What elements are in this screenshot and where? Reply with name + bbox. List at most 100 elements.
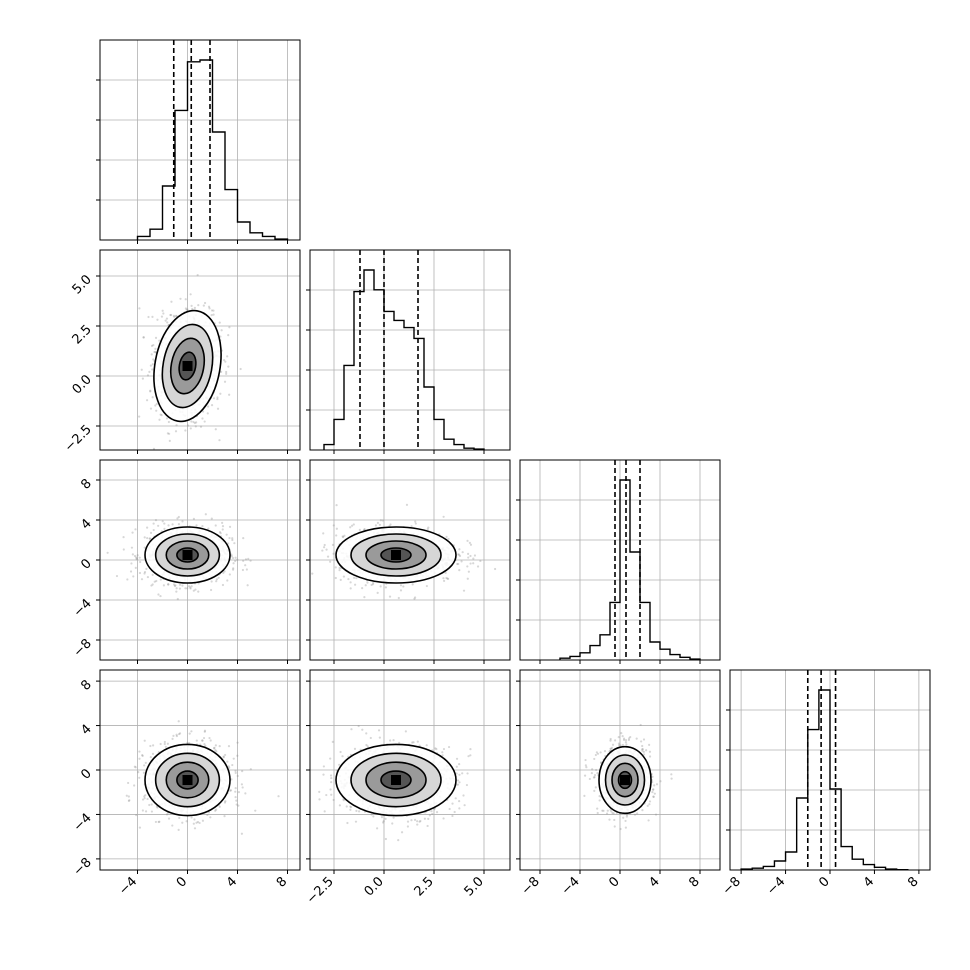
scatter-point bbox=[423, 817, 426, 820]
scatter-point bbox=[150, 803, 153, 806]
scatter-point bbox=[166, 321, 169, 324]
scatter-point bbox=[613, 825, 616, 828]
scatter-point bbox=[140, 578, 144, 581]
scatter-point bbox=[131, 553, 134, 556]
scatter-point bbox=[456, 779, 460, 782]
scatter-point bbox=[218, 745, 221, 748]
y-tick-label: 0 bbox=[78, 556, 94, 572]
scatter-point bbox=[466, 577, 469, 580]
scatter-point bbox=[150, 584, 153, 587]
scatter-point bbox=[247, 557, 250, 560]
scatter-point bbox=[398, 741, 401, 744]
scatter-point bbox=[135, 556, 138, 559]
y-tick-label: 8 bbox=[78, 476, 94, 492]
scatter-point bbox=[143, 546, 146, 549]
scatter-point bbox=[414, 522, 417, 525]
scatter-point bbox=[231, 538, 234, 542]
scatter-point bbox=[329, 788, 332, 791]
scatter-point bbox=[345, 805, 348, 808]
scatter-point bbox=[133, 784, 136, 787]
scatter-point bbox=[232, 757, 235, 760]
scatter-point bbox=[149, 744, 152, 748]
scatter-point bbox=[389, 523, 392, 526]
x-tick-label: 8 bbox=[274, 874, 290, 890]
scatter-point bbox=[177, 732, 181, 736]
scatter-point bbox=[624, 819, 627, 823]
density-peak bbox=[182, 361, 193, 371]
scatter-point bbox=[592, 776, 596, 779]
scatter-point bbox=[226, 579, 229, 582]
hist-panel-2 bbox=[516, 459, 721, 664]
scatter-point bbox=[434, 747, 437, 750]
scatter-point bbox=[195, 739, 198, 742]
scatter-point bbox=[208, 451, 210, 453]
scatter-point bbox=[175, 734, 178, 738]
scatter-point bbox=[219, 392, 222, 395]
scatter-point bbox=[158, 339, 161, 342]
y-tick-label: −4 bbox=[71, 596, 95, 620]
scatter-point bbox=[184, 307, 188, 310]
scatter-point bbox=[228, 525, 232, 528]
scatter-point bbox=[133, 765, 136, 768]
scatter-point bbox=[325, 793, 328, 797]
scatter-point bbox=[338, 566, 341, 570]
contour-ring bbox=[350, 533, 442, 577]
scatter-point bbox=[195, 524, 198, 527]
scatter-point bbox=[458, 554, 462, 558]
scatter-point bbox=[463, 804, 466, 807]
scatter-point bbox=[227, 365, 230, 368]
scatter-point bbox=[152, 522, 155, 525]
scatter-point bbox=[163, 740, 166, 744]
scatter-point bbox=[141, 754, 144, 757]
scatter-point bbox=[435, 811, 439, 814]
scatter-point bbox=[212, 309, 215, 312]
scatter-point bbox=[181, 520, 184, 523]
scatter-point bbox=[335, 527, 338, 530]
scatter-point bbox=[413, 818, 417, 821]
scatter-point bbox=[175, 424, 178, 427]
scatter-point bbox=[379, 585, 382, 588]
scatter-point bbox=[203, 730, 206, 733]
scatter-point bbox=[202, 304, 205, 307]
scatter-point bbox=[469, 554, 472, 558]
scatter-point bbox=[166, 432, 169, 435]
scatter-point bbox=[454, 797, 457, 800]
scatter-point bbox=[167, 582, 170, 586]
scatter-point bbox=[129, 570, 133, 573]
scatter-point bbox=[378, 736, 381, 739]
scatter-point bbox=[236, 741, 239, 744]
scatter-point bbox=[376, 521, 380, 524]
scatter-point bbox=[192, 589, 195, 592]
scatter-point bbox=[174, 584, 177, 587]
scatter-point bbox=[670, 773, 673, 776]
scatter-point bbox=[329, 560, 332, 563]
scatter-point bbox=[168, 439, 171, 442]
panel-background bbox=[100, 40, 300, 240]
y-tick-label: −8 bbox=[71, 636, 95, 660]
scatter-point bbox=[240, 783, 244, 786]
y-tick-label: 4 bbox=[78, 722, 94, 738]
scatter-point bbox=[193, 827, 197, 830]
scatter-point bbox=[218, 321, 221, 324]
scatter-point bbox=[241, 568, 245, 572]
scatter-point bbox=[201, 524, 204, 528]
scatter-point bbox=[343, 534, 346, 537]
scatter-point bbox=[446, 577, 449, 580]
scatter-point bbox=[190, 730, 193, 733]
scatter-point bbox=[153, 350, 156, 354]
scatter-point bbox=[195, 821, 198, 824]
scatter-point bbox=[234, 559, 237, 563]
scatter-point bbox=[445, 576, 448, 580]
scatter-point bbox=[225, 372, 228, 375]
scatter-point bbox=[444, 571, 447, 575]
scatter-point bbox=[144, 794, 147, 797]
scatter-point bbox=[455, 757, 459, 760]
scatter-point bbox=[244, 792, 247, 795]
scatter-point bbox=[196, 820, 200, 824]
scatter-point bbox=[227, 765, 230, 768]
scatter-point bbox=[220, 370, 223, 373]
scatter-point bbox=[468, 541, 471, 544]
density-peak bbox=[391, 550, 401, 560]
scatter-point bbox=[171, 824, 174, 827]
scatter-point bbox=[338, 804, 341, 807]
